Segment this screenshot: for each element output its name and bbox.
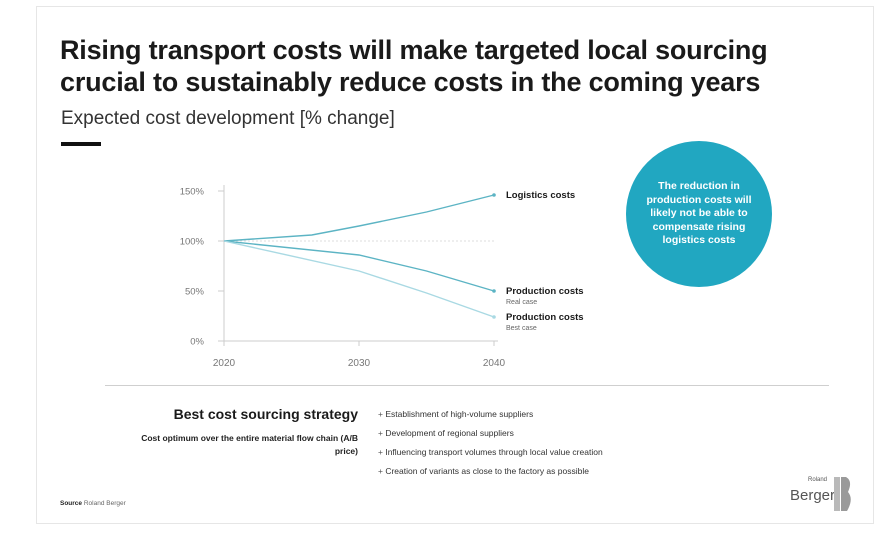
- series-label: Production costs: [506, 312, 584, 323]
- x-tick-label: 2040: [483, 358, 506, 369]
- callout-text: The reduction in production costs will l…: [646, 180, 752, 247]
- chart-axes: 0% 50% 100% 150% 2020 2030 2040: [180, 185, 506, 369]
- logo-small-text: Roland: [808, 477, 828, 483]
- series-line: [223, 194, 495, 242]
- strategy-bullet: Development of regional suppliers: [378, 424, 603, 443]
- strategy-bullet: Creation of variants as close to the fac…: [378, 462, 603, 481]
- slide-title: Rising transport costs will make targete…: [60, 35, 768, 97]
- source-label: Source: [60, 500, 83, 507]
- series-end-marker: [492, 289, 496, 293]
- y-tick-label: 100%: [180, 237, 205, 248]
- y-tick-label: 0%: [190, 337, 204, 348]
- chart-labels: Logistics costs Production costs Real case…: [506, 190, 584, 332]
- accent-bar: [61, 142, 101, 146]
- series-label: Logistics costs: [506, 190, 575, 201]
- logo-mark-icon: [834, 477, 851, 511]
- source-text: Roland Berger: [83, 500, 126, 507]
- strategy-bullet: Influencing transport volumes through lo…: [378, 443, 602, 462]
- callout-bubble: The reduction in production costs will l…: [626, 141, 772, 287]
- series-label: Production costs: [506, 286, 584, 297]
- chart-lines: [223, 193, 496, 319]
- series-end-marker: [492, 315, 496, 319]
- section-divider: [105, 385, 829, 386]
- strategy-title: Best cost sourcing strategy: [173, 406, 358, 422]
- series-line: [223, 240, 495, 292]
- series-sublabel: Real case: [506, 299, 537, 306]
- source-note: Source Roland Berger: [60, 500, 126, 507]
- slide-frame: [36, 6, 874, 524]
- y-tick-label: 50%: [185, 287, 205, 298]
- x-tick-label: 2030: [348, 358, 371, 369]
- y-tick-label: 150%: [180, 187, 205, 198]
- strategy-subtitle: Cost optimum over the entire material fl…: [141, 433, 358, 456]
- x-tick-label: 2020: [213, 358, 236, 369]
- strategy-bullets: Establishment of high-volume suppliers D…: [378, 405, 603, 481]
- logo-wordmark: Berger: [790, 487, 836, 504]
- series-end-marker: [492, 193, 496, 197]
- series-line: [223, 240, 495, 318]
- chart-subtitle: Expected cost development [% change]: [61, 108, 395, 129]
- series-sublabel: Best case: [506, 325, 537, 332]
- strategy-bullet: Establishment of high-volume suppliers: [378, 405, 603, 424]
- company-logo: Roland Berger: [790, 477, 851, 517]
